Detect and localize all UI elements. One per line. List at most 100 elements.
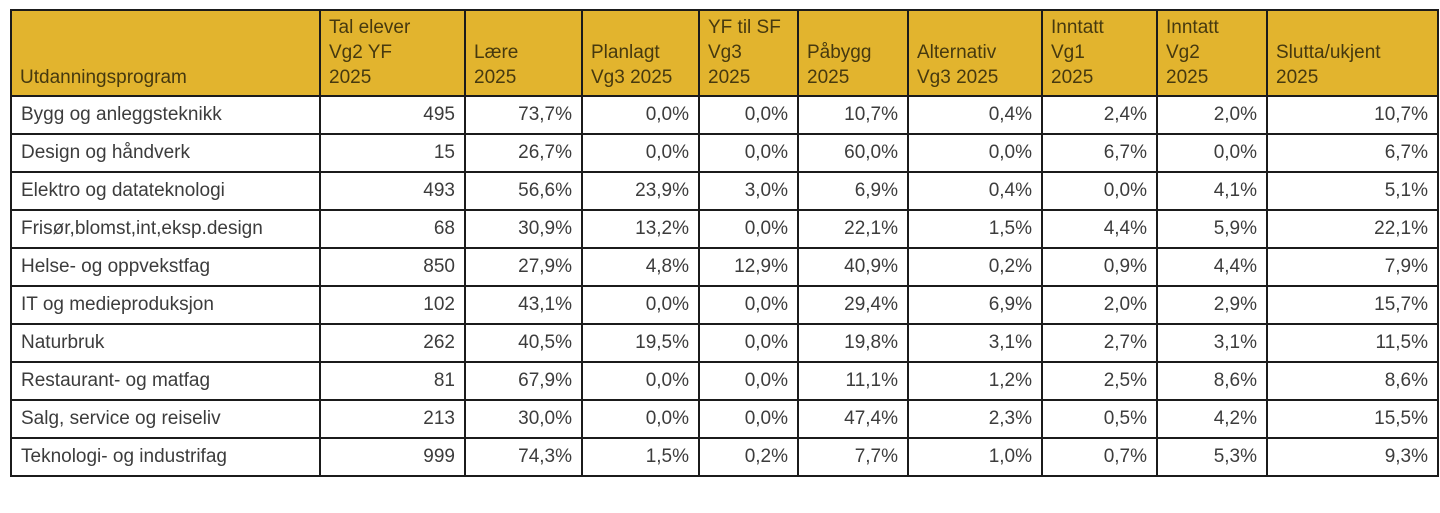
column-header: Planlagt Vg3 2025 [581, 9, 700, 97]
table-row: Teknologi- og industrifag 999 74,3% 1,5% 0,2… [10, 437, 1439, 477]
value-cell: 74,3% [464, 437, 583, 477]
program-name-cell: IT og medieproduksjon [10, 285, 321, 325]
value-cell: 0,0% [581, 95, 700, 135]
value-cell: 8,6% [1266, 361, 1439, 401]
value-cell: 0,0% [581, 361, 700, 401]
value-cell: 4,4% [1041, 209, 1158, 249]
value-cell: 43,1% [464, 285, 583, 325]
value-cell: 0,0% [698, 209, 799, 249]
column-header: Lære 2025 [464, 9, 583, 97]
value-cell: 1,2% [907, 361, 1043, 401]
value-cell: 15 [319, 133, 466, 173]
value-cell: 10,7% [797, 95, 909, 135]
value-cell: 2,7% [1041, 323, 1158, 363]
value-cell: 0,0% [1156, 133, 1268, 173]
value-cell: 73,7% [464, 95, 583, 135]
value-cell: 0,0% [698, 133, 799, 173]
table-row: Bygg og anleggsteknikk 495 73,7% 0,0% 0,0% 10… [10, 95, 1439, 135]
value-cell: 4,8% [581, 247, 700, 287]
value-cell: 0,0% [698, 323, 799, 363]
value-cell: 26,7% [464, 133, 583, 173]
value-cell: 29,4% [797, 285, 909, 325]
value-cell: 0,0% [581, 285, 700, 325]
value-cell: 47,4% [797, 399, 909, 439]
header-row: Utdanningsprogram Tal elever Vg2 YF 2025 L… [10, 9, 1439, 97]
table-row: Elektro og datateknologi 493 56,6% 23,9% 3,0… [10, 171, 1439, 211]
column-header: Tal elever Vg2 YF 2025 [319, 9, 466, 97]
column-header: Utdanningsprogram [10, 9, 321, 97]
table-header: Utdanningsprogram Tal elever Vg2 YF 2025 L… [10, 9, 1439, 97]
value-cell: 7,7% [797, 437, 909, 477]
program-name-cell: Frisør,blomst,int,eksp.design [10, 209, 321, 249]
table-body: Bygg og anleggsteknikk 495 73,7% 0,0% 0,0% 10… [10, 95, 1439, 477]
value-cell: 30,9% [464, 209, 583, 249]
value-cell: 2,3% [907, 399, 1043, 439]
value-cell: 4,2% [1156, 399, 1268, 439]
column-header: Påbygg 2025 [797, 9, 909, 97]
value-cell: 5,9% [1156, 209, 1268, 249]
value-cell: 1,0% [907, 437, 1043, 477]
value-cell: 11,1% [797, 361, 909, 401]
value-cell: 6,7% [1266, 133, 1439, 173]
value-cell: 3,1% [907, 323, 1043, 363]
value-cell: 67,9% [464, 361, 583, 401]
table-row: Salg, service og reiseliv 213 30,0% 0,0% 0,0… [10, 399, 1439, 439]
value-cell: 850 [319, 247, 466, 287]
value-cell: 1,5% [581, 437, 700, 477]
value-cell: 0,0% [907, 133, 1043, 173]
value-cell: 0,5% [1041, 399, 1158, 439]
value-cell: 10,7% [1266, 95, 1439, 135]
value-cell: 0,0% [1041, 171, 1158, 211]
value-cell: 3,0% [698, 171, 799, 211]
table-row: Naturbruk 262 40,5% 19,5% 0,0% 19,8% 3,1% 2,7% 3… [10, 323, 1439, 363]
value-cell: 11,5% [1266, 323, 1439, 363]
value-cell: 13,2% [581, 209, 700, 249]
value-cell: 0,0% [698, 361, 799, 401]
value-cell: 999 [319, 437, 466, 477]
table-row: Design og håndverk 15 26,7% 0,0% 0,0% 60,0% 0,… [10, 133, 1439, 173]
value-cell: 2,5% [1041, 361, 1158, 401]
value-cell: 27,9% [464, 247, 583, 287]
value-cell: 0,0% [581, 133, 700, 173]
value-cell: 0,7% [1041, 437, 1158, 477]
value-cell: 6,9% [907, 285, 1043, 325]
value-cell: 0,2% [698, 437, 799, 477]
value-cell: 1,5% [907, 209, 1043, 249]
table-row: Helse- og oppvekstfag 850 27,9% 4,8% 12,9% 40… [10, 247, 1439, 287]
value-cell: 12,9% [698, 247, 799, 287]
program-name-cell: Salg, service og reiseliv [10, 399, 321, 439]
value-cell: 22,1% [797, 209, 909, 249]
program-name-cell: Teknologi- og industrifag [10, 437, 321, 477]
value-cell: 40,5% [464, 323, 583, 363]
value-cell: 23,9% [581, 171, 700, 211]
program-name-cell: Restaurant- og matfag [10, 361, 321, 401]
value-cell: 0,4% [907, 95, 1043, 135]
value-cell: 2,0% [1156, 95, 1268, 135]
value-cell: 40,9% [797, 247, 909, 287]
value-cell: 7,9% [1266, 247, 1439, 287]
column-header: Slutta/ukjent 2025 [1266, 9, 1439, 97]
value-cell: 2,9% [1156, 285, 1268, 325]
value-cell: 81 [319, 361, 466, 401]
table-row: IT og medieproduksjon 102 43,1% 0,0% 0,0% 29,… [10, 285, 1439, 325]
table-row: Frisør,blomst,int,eksp.design 68 30,9% 13,2… [10, 209, 1439, 249]
value-cell: 8,6% [1156, 361, 1268, 401]
column-header: Alternativ Vg3 2025 [907, 9, 1043, 97]
value-cell: 493 [319, 171, 466, 211]
value-cell: 68 [319, 209, 466, 249]
value-cell: 2,4% [1041, 95, 1158, 135]
value-cell: 213 [319, 399, 466, 439]
value-cell: 0,0% [698, 285, 799, 325]
value-cell: 0,9% [1041, 247, 1158, 287]
value-cell: 0,4% [907, 171, 1043, 211]
value-cell: 15,7% [1266, 285, 1439, 325]
value-cell: 4,1% [1156, 171, 1268, 211]
value-cell: 0,0% [698, 95, 799, 135]
value-cell: 2,0% [1041, 285, 1158, 325]
value-cell: 60,0% [797, 133, 909, 173]
value-cell: 5,1% [1266, 171, 1439, 211]
column-header: YF til SF Vg3 2025 [698, 9, 799, 97]
value-cell: 262 [319, 323, 466, 363]
value-cell: 0,0% [581, 399, 700, 439]
program-name-cell: Naturbruk [10, 323, 321, 363]
